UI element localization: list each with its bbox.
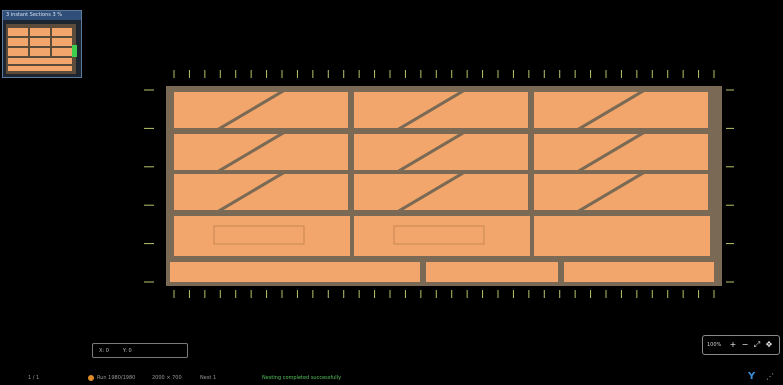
nested-part <box>564 262 714 282</box>
zoom-in-icon[interactable]: + <box>729 340 737 349</box>
nested-part <box>354 134 459 170</box>
overview-preview[interactable] <box>6 24 76 74</box>
run-item[interactable]: Run 1980/1980 <box>88 372 135 385</box>
nested-part <box>534 174 639 210</box>
nested-part <box>583 92 708 128</box>
status-bar: 1 / 1 Run 1980/1980 2000 × 700 Nest 1 Ne… <box>0 372 783 385</box>
fit-icon[interactable]: ⤢ <box>753 340 761 349</box>
run-label: Run 1980/1980 <box>97 375 136 381</box>
view-controls: 100% + − ⤢ ✥ <box>702 335 780 355</box>
zoom-level: 100% <box>707 342 722 348</box>
resize-grip-icon[interactable]: ⋰ <box>766 372 774 381</box>
x-readout: X: 0 <box>99 347 109 354</box>
overview-title: 3 instant Sections 3 % <box>3 11 81 20</box>
nested-part <box>174 174 279 210</box>
page-counter: 1 / 1 <box>28 375 40 381</box>
nested-part <box>354 92 459 128</box>
nested-part <box>170 262 420 282</box>
run-status-icon <box>88 374 94 381</box>
status-message: Nesting completed successfully <box>262 375 342 381</box>
nested-part <box>403 134 528 170</box>
nested-part <box>426 262 558 282</box>
coordinate-readout: X: 0 Y: 0 <box>92 343 188 358</box>
nested-part <box>403 92 528 128</box>
part-cutout <box>213 225 305 245</box>
nested-part <box>534 92 639 128</box>
nested-part <box>534 134 639 170</box>
sheet-dimensions: 2000 × 700 <box>152 375 182 381</box>
nested-part <box>174 92 279 128</box>
nested-part <box>403 174 528 210</box>
nested-part <box>174 134 279 170</box>
nest-label: Nest 1 <box>200 375 217 381</box>
y-readout: Y: 0 <box>122 347 132 354</box>
nested-part <box>354 174 459 210</box>
pan-icon[interactable]: ✥ <box>765 340 773 349</box>
overview-panel[interactable]: 3 instant Sections 3 % <box>2 10 82 78</box>
nested-part <box>223 92 348 128</box>
overview-indicator <box>72 45 77 57</box>
nesting-board[interactable] <box>140 64 740 304</box>
part-cutout <box>393 225 485 245</box>
nested-part <box>354 216 530 256</box>
nested-part <box>223 134 348 170</box>
nested-part <box>174 216 350 256</box>
nested-part <box>583 174 708 210</box>
app-logo-icon: Y <box>748 371 756 382</box>
zoom-out-icon[interactable]: − <box>741 340 749 349</box>
nested-part <box>583 134 708 170</box>
nested-part <box>534 216 710 256</box>
nested-part <box>223 174 348 210</box>
